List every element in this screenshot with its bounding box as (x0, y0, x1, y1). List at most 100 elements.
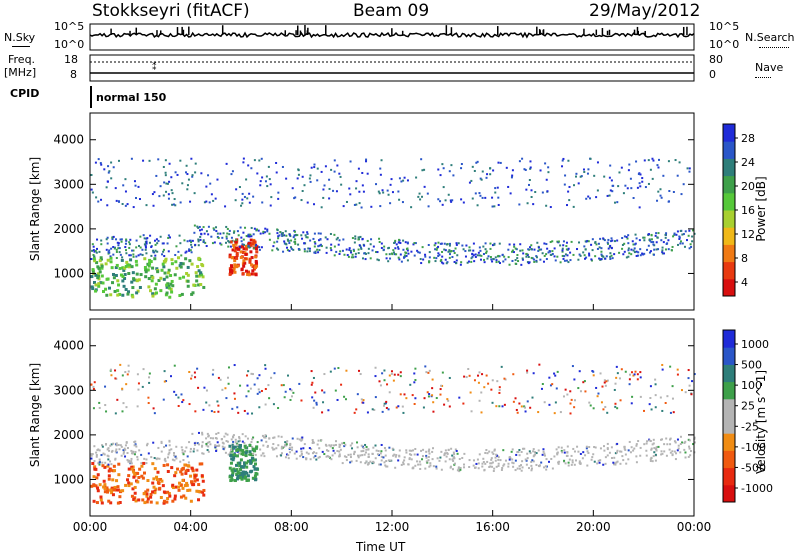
velocity-cell (299, 455, 302, 458)
velocity-cell (543, 452, 546, 455)
power-cell (471, 165, 474, 168)
power-cell (349, 249, 352, 252)
power-cell (562, 240, 565, 243)
power-cell (541, 252, 544, 255)
power-cell (277, 235, 280, 238)
velocity-cell (639, 376, 642, 379)
power-cell (621, 243, 624, 246)
velocity-cell (96, 486, 100, 490)
velocity-cell (113, 485, 117, 489)
power-cell (129, 258, 133, 262)
velocity-cell (344, 443, 347, 446)
power-cell (196, 265, 200, 269)
power-cell (389, 202, 392, 205)
velocity-cell (689, 454, 692, 457)
velocity-cell (155, 501, 159, 505)
power-cell (478, 254, 481, 257)
velocity-cell (661, 409, 664, 412)
velocity-cell (366, 411, 369, 414)
velocity-cell (266, 445, 269, 448)
velocity-cell (140, 453, 143, 456)
velocity-cell (314, 455, 317, 458)
velocity-cell (692, 443, 695, 446)
power-cell (244, 269, 248, 273)
velocity-cell (117, 488, 121, 492)
velocity-cell (440, 450, 443, 453)
power-cell (656, 236, 659, 239)
power-cell (436, 246, 439, 249)
power-cell (125, 260, 129, 264)
velocity-cell (242, 472, 246, 476)
velocity-cell (241, 451, 245, 455)
power-cell (428, 260, 431, 263)
power-cell (213, 228, 216, 231)
power-cell (328, 197, 331, 200)
power-cell (468, 249, 471, 252)
power-cell (676, 174, 679, 177)
vel-cbar-segment (723, 450, 735, 469)
velocity-cell (226, 440, 229, 443)
velocity-cell (236, 406, 239, 409)
power-cell (623, 250, 626, 253)
velocity-cell (238, 436, 241, 439)
velocity-cell (455, 449, 458, 452)
velocity-cell (93, 465, 97, 469)
power-cell (472, 249, 475, 252)
power-cell (176, 256, 180, 260)
power-cell (96, 272, 100, 276)
velocity-cell (491, 401, 494, 404)
power-cell (244, 252, 248, 256)
velocity-cell (416, 460, 419, 463)
velocity-cell (651, 460, 654, 463)
power-cell (652, 241, 655, 244)
velocity-cell (160, 442, 163, 445)
velocity-cell (300, 453, 303, 456)
velocity-cell (673, 440, 676, 443)
nsky-line (89, 31, 695, 39)
velocity-cell (393, 373, 396, 376)
power-cell (235, 265, 239, 269)
velocity-cell (115, 479, 119, 483)
velocity-cell (241, 465, 245, 469)
velocity-cell (209, 437, 212, 440)
power-cell (671, 245, 674, 248)
power-cell (306, 232, 309, 235)
velocity-cell (673, 450, 676, 453)
power-cell (251, 264, 255, 268)
power-cell (607, 242, 610, 245)
velocity-cell (419, 463, 422, 466)
velocity-cell (341, 462, 344, 465)
velocity-cell (120, 445, 123, 448)
velocity-cell (91, 462, 95, 466)
power-cell (171, 284, 175, 288)
velocity-cell (189, 447, 192, 450)
power-cell (650, 241, 653, 244)
velocity-cell (551, 383, 554, 386)
velocity-cell (665, 437, 668, 440)
velocity-cell (613, 463, 616, 466)
velocity-cell (197, 443, 200, 446)
power-cell (484, 248, 487, 251)
power-cell (216, 235, 219, 238)
power-cell (678, 235, 681, 238)
power-cell (167, 197, 170, 200)
power-cell (253, 227, 256, 230)
velocity-cell (121, 374, 124, 377)
power-cell (144, 275, 148, 279)
power-cell (250, 226, 253, 229)
power-cell (230, 256, 234, 260)
velocity-cell (237, 411, 240, 414)
velocity-cell (654, 453, 657, 456)
power-cell (186, 265, 190, 269)
velocity-cell (126, 373, 129, 376)
velocity-cell (688, 384, 691, 387)
velocity-cell (111, 478, 115, 482)
velocity-cell (375, 449, 378, 452)
power-cell (357, 167, 360, 170)
velocity-cell (202, 408, 205, 411)
velocity-cell (114, 488, 118, 492)
velocity-cell (476, 458, 479, 461)
velocity-cell (431, 458, 434, 461)
power-cell (153, 191, 156, 194)
velocity-cell (330, 444, 333, 447)
